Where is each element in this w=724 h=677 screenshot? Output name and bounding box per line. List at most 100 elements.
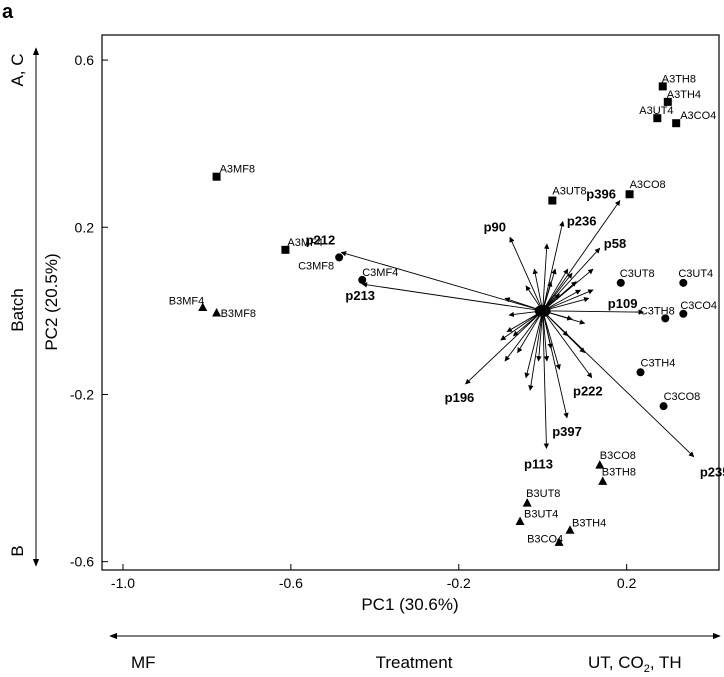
loading-vector (517, 310, 544, 354)
point-label-C3CO4: C3CO4 (680, 300, 717, 312)
score-points: A3TH8 A3TH4 A3UT4 A3CO4 A3MF8 A3UT8 A3CO8 A3MF4… (169, 73, 717, 546)
point-label-B3CO4: B3CO4 (527, 533, 563, 545)
point-triangle-B3CO4 (554, 537, 564, 546)
loading-vector-p213 (361, 282, 543, 312)
loading-label-p212: p212 (306, 232, 336, 247)
loading-label-p396: p396 (586, 187, 616, 202)
treatment-right-tail: , TH (650, 653, 682, 672)
loading-vector-p397 (542, 310, 569, 419)
point-label-B3TH8: B3TH8 (602, 466, 636, 478)
point-label-C3UT8: C3UT8 (620, 268, 655, 280)
loading-vector (532, 268, 544, 311)
point-label-C3UT4: C3UT4 (678, 268, 713, 280)
loading-vector-p196 (465, 310, 544, 385)
point-square-A3TH8 (658, 82, 667, 91)
point-triangle-B3CO8 (595, 460, 605, 469)
point-circle-C3CO8 (659, 402, 668, 411)
loading-label-p397: p397 (552, 424, 582, 439)
loading-label-p90: p90 (484, 219, 506, 234)
loading-vector (542, 310, 573, 321)
point-triangle-B3TH4 (565, 525, 575, 534)
loading-label-p113: p113 (524, 456, 553, 471)
point-label-C3TH4: C3TH4 (641, 357, 676, 369)
point-label-B3MF4: B3MF4 (169, 296, 204, 308)
point-circle-C3UT8 (616, 278, 625, 287)
panel-label: a (2, 1, 14, 23)
loading-vector-p212 (340, 251, 543, 312)
treatment-axis-name: Treatment (376, 653, 453, 672)
plot-frame (101, 34, 720, 571)
loading-vector (542, 310, 561, 370)
point-label-A3CO4: A3CO4 (680, 110, 716, 122)
point-triangle-B3TH8 (598, 476, 608, 485)
y-tick-label: 0.2 (75, 219, 95, 235)
x-tick-label: 0.2 (617, 575, 637, 591)
point-circle-C3TH4 (636, 368, 645, 377)
point-circle-C3MF4 (358, 275, 367, 284)
treatment-right-text: UT, CO (588, 653, 644, 672)
point-label-A3UT8: A3UT8 (552, 186, 586, 198)
loading-vector-p58 (542, 247, 601, 312)
loading-vector (536, 310, 544, 362)
loading-vector-p113 (542, 310, 550, 449)
point-square-A3MF4 (281, 245, 290, 254)
loading-vector (542, 289, 581, 312)
loading-vector (508, 310, 543, 318)
point-triangle-B3MF4 (198, 302, 208, 312)
point-square-A3CO4 (672, 119, 681, 128)
loading-label-p58: p58 (604, 236, 626, 251)
point-label-B3TH4: B3TH4 (572, 517, 606, 529)
point-square-A3UT8 (548, 196, 557, 205)
point-circle-C3CO4 (679, 309, 688, 318)
point-circle-C3MF8 (335, 253, 344, 262)
point-triangle-B3MF8 (212, 307, 222, 317)
point-label-B3UT8: B3UT8 (526, 488, 560, 500)
batch-top-label: A, C (8, 53, 27, 86)
loading-vector (542, 243, 550, 311)
loading-vector (528, 310, 544, 391)
point-label-B3CO8: B3CO8 (600, 450, 636, 462)
loading-vector-p236 (542, 220, 565, 311)
point-square-A3MF8 (212, 172, 221, 181)
loading-vector (542, 268, 569, 312)
x-tick-label: -0.2 (447, 575, 471, 591)
axis-ticks: -1.0 -0.6 -0.2 0.2 -0.6 -0.2 0.2 0.6 (70, 52, 637, 591)
loading-vector-p109 (542, 309, 644, 315)
loading-label-p213: p213 (345, 288, 375, 303)
treatment-right-subscript: 2 (644, 663, 650, 675)
point-label-C3CO8: C3CO8 (664, 391, 701, 403)
point-label-B3UT4: B3UT4 (524, 509, 558, 521)
y-tick-label: 0.6 (75, 52, 95, 68)
loading-label-p235: p235 (700, 465, 724, 480)
x-axis-label: PC1 (30.6%) (361, 595, 458, 614)
point-square-A3CO8 (625, 190, 634, 199)
loading-vector (542, 296, 590, 312)
batch-bottom-label: B (8, 545, 27, 556)
point-label-A3MF8: A3MF8 (220, 164, 255, 176)
point-circle-C3TH8 (661, 314, 670, 323)
point-triangle-B3UT4 (515, 516, 525, 526)
loading-label-p236: p236 (567, 213, 597, 228)
treatment-right-label: UT, CO2, TH (588, 653, 682, 675)
point-label-B3MF8: B3MF8 (221, 308, 256, 320)
point-label-C3MF8: C3MF8 (298, 260, 334, 272)
point-label-C3MF4: C3MF4 (362, 267, 398, 279)
loading-vector (525, 285, 544, 312)
loading-label-p222: p222 (573, 384, 603, 399)
point-label-A3TH8: A3TH8 (662, 73, 696, 85)
loading-vector (542, 268, 594, 312)
point-square-A3TH4 (663, 97, 672, 106)
point-square-A3UT4 (653, 114, 662, 123)
y-tick-label: -0.6 (70, 554, 94, 570)
point-label-C3TH8: C3TH8 (640, 305, 675, 317)
loading-vectors: p212 p213 p90 p236 p396 p58 p109 p196 p222 p397 p1… (306, 187, 724, 480)
point-label-A3MF4: A3MF4 (287, 237, 322, 249)
loading-vector (500, 310, 543, 341)
loading-vector (504, 310, 544, 362)
point-label-A3UT4: A3UT4 (639, 105, 673, 117)
point-label-A3CO8: A3CO8 (630, 179, 666, 191)
loading-vector-p396 (542, 200, 621, 312)
loading-vector-p90 (509, 236, 544, 312)
loading-vector (542, 289, 594, 312)
